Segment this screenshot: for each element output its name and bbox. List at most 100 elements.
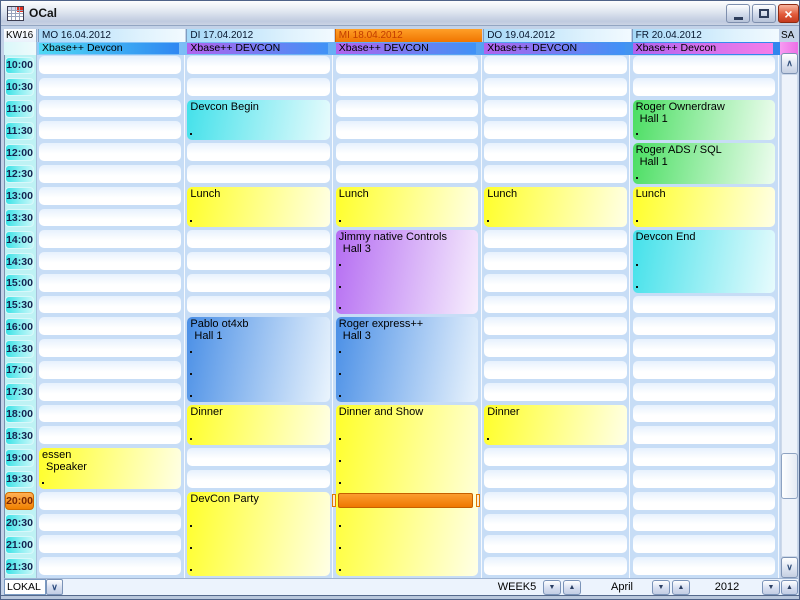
time-slot-cell[interactable] — [484, 317, 627, 336]
time-slot-cell[interactable] — [484, 339, 627, 358]
time-slot-cell[interactable] — [632, 557, 775, 575]
scrollbar-down-button[interactable]: ∨ — [781, 557, 798, 578]
event[interactable]: Devcon Begin — [187, 99, 330, 141]
time-slot-cell[interactable] — [632, 491, 775, 510]
time-slot-cell[interactable] — [484, 361, 627, 379]
event[interactable]: Roger Ownerdraw Hall 1 — [632, 99, 775, 141]
time-slot-cell[interactable] — [484, 252, 627, 270]
time-slot-cell[interactable] — [484, 491, 627, 510]
time-slot-cell[interactable] — [335, 56, 479, 74]
time-slot-cell[interactable] — [484, 56, 627, 74]
allday-event[interactable]: Xbase++ DEVCON — [187, 43, 328, 54]
time-slot-cell[interactable] — [39, 121, 182, 140]
calendar-source-dropdown-button[interactable]: ∨ — [46, 579, 63, 595]
time-slot-cell[interactable] — [39, 186, 182, 205]
time-slot-cell[interactable] — [187, 143, 330, 161]
time-slot-cell[interactable] — [39, 535, 182, 554]
time-slot-cell[interactable] — [335, 143, 479, 161]
time-slot-cell[interactable] — [39, 99, 182, 118]
time-slot-cell[interactable] — [632, 77, 775, 96]
time-slot-cell[interactable] — [39, 513, 182, 532]
time-slot-cell[interactable] — [335, 121, 479, 140]
time-slot-cell[interactable] — [187, 77, 330, 96]
time-slot-cell[interactable] — [484, 99, 627, 118]
time-slot-cell[interactable] — [187, 273, 330, 292]
allday-event[interactable]: Xbase++ DEVCON — [484, 43, 625, 54]
time-slot-cell[interactable] — [632, 56, 775, 74]
current-time-handle-right[interactable] — [475, 494, 480, 508]
time-slot-cell[interactable] — [632, 535, 775, 554]
time-slot-cell[interactable] — [632, 448, 775, 466]
time-slot-cell[interactable] — [632, 382, 775, 401]
time-slot-cell[interactable] — [484, 470, 627, 488]
time-slot-cell[interactable] — [187, 448, 330, 466]
time-slot-cell[interactable] — [39, 295, 182, 314]
time-slot-cell[interactable] — [335, 164, 479, 183]
year-increment-button[interactable]: ▲ — [781, 580, 798, 595]
scrollbar-up-button[interactable]: ∧ — [781, 53, 798, 74]
time-slot-cell[interactable] — [39, 208, 182, 227]
time-slot-cell[interactable] — [39, 230, 182, 249]
month-increment-button[interactable]: ▲ — [672, 580, 690, 595]
time-slot-cell[interactable] — [484, 230, 627, 249]
maximize-button[interactable] — [752, 4, 776, 23]
time-slot-cell[interactable] — [39, 317, 182, 336]
event[interactable]: Lunch — [632, 186, 775, 228]
time-slot-cell[interactable] — [39, 361, 182, 379]
event[interactable]: Dinner and Show — [335, 404, 479, 576]
month-decrement-button[interactable]: ▼ — [652, 580, 670, 595]
time-slot-cell[interactable] — [187, 164, 330, 183]
event[interactable]: essen Speaker — [39, 448, 182, 489]
time-slot-cell[interactable] — [632, 295, 775, 314]
time-slot-cell[interactable] — [39, 143, 182, 161]
time-slot-cell[interactable] — [632, 470, 775, 488]
time-slot-cell[interactable] — [39, 491, 182, 510]
time-slot-cell[interactable] — [484, 121, 627, 140]
week-increment-button[interactable]: ▲ — [563, 580, 581, 595]
time-slot-cell[interactable] — [39, 426, 182, 445]
close-button[interactable]: × — [778, 4, 799, 23]
time-slot-cell[interactable] — [39, 339, 182, 358]
time-slot-cell[interactable] — [187, 56, 330, 74]
minimize-button[interactable] — [726, 4, 750, 23]
allday-event[interactable]: Xbase++ Devcon — [39, 43, 180, 54]
time-slot-cell[interactable] — [484, 382, 627, 401]
time-slot-cell[interactable] — [632, 404, 775, 423]
time-slot-cell[interactable] — [632, 426, 775, 445]
event[interactable]: Jimmy native Controls Hall 3 — [335, 230, 479, 315]
scrollbar-thumb[interactable] — [781, 453, 798, 499]
time-slot-cell[interactable] — [187, 252, 330, 270]
current-time-handle-left[interactable] — [332, 494, 337, 508]
time-slot-cell[interactable] — [39, 273, 182, 292]
time-slot-cell[interactable] — [484, 273, 627, 292]
time-slot-cell[interactable] — [39, 382, 182, 401]
time-slot-cell[interactable] — [484, 164, 627, 183]
time-slot-cell[interactable] — [187, 470, 330, 488]
time-slot-cell[interactable] — [187, 295, 330, 314]
current-time-bar[interactable] — [337, 493, 474, 509]
allday-event[interactable]: Xbase++ DEVCON — [335, 43, 477, 54]
week-decrement-button[interactable]: ▼ — [543, 580, 561, 595]
event[interactable]: Roger ADS / SQL Hall 1 — [632, 143, 775, 184]
time-slot-cell[interactable] — [187, 230, 330, 249]
event[interactable]: Pablo ot4xb Hall 1 — [187, 317, 330, 402]
event[interactable]: Dinner — [484, 404, 627, 446]
event[interactable]: Lunch — [187, 186, 330, 228]
time-slot-cell[interactable] — [39, 164, 182, 183]
time-slot-cell[interactable] — [484, 295, 627, 314]
time-slot-cell[interactable] — [484, 513, 627, 532]
time-slot-cell[interactable] — [632, 361, 775, 379]
time-slot-cell[interactable] — [484, 448, 627, 466]
time-slot-cell[interactable] — [484, 535, 627, 554]
time-slot-cell[interactable] — [484, 143, 627, 161]
time-slot-cell[interactable] — [335, 99, 479, 118]
event[interactable]: Roger express++ Hall 3 — [335, 317, 479, 402]
event[interactable]: Devcon End — [632, 230, 775, 293]
time-slot-cell[interactable] — [39, 404, 182, 423]
allday-event[interactable]: Xbase++ Devcon — [632, 43, 773, 54]
event[interactable]: Dinner — [187, 404, 330, 446]
title-bar[interactable]: OCal — [1, 1, 799, 26]
calendar-source-select[interactable]: LOKAL — [4, 579, 46, 595]
time-slot-cell[interactable] — [39, 557, 182, 575]
year-decrement-button[interactable]: ▼ — [762, 580, 780, 595]
